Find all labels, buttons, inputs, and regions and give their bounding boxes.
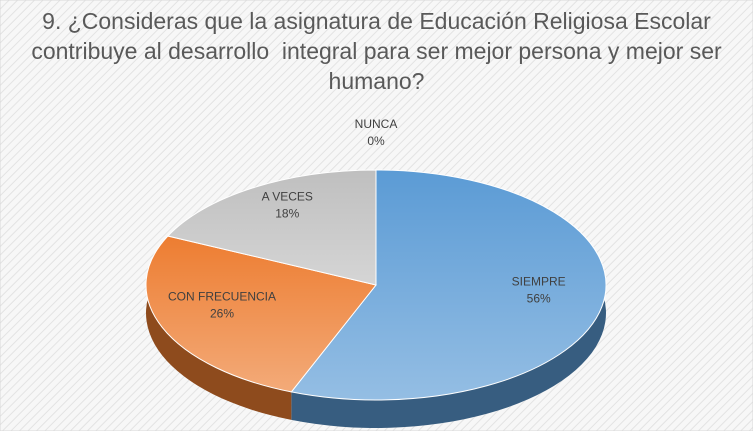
slice-side bbox=[291, 170, 607, 429]
slice-label: CON FRECUENCIA bbox=[168, 290, 276, 304]
slice-value-label: 0% bbox=[367, 134, 385, 148]
slice-side bbox=[145, 236, 292, 420]
slice-label: SIEMPRE bbox=[512, 275, 566, 289]
chart-title: 9. ¿Consideras que la asignatura de Educ… bbox=[31, 8, 729, 94]
slice-label: A VECES bbox=[262, 189, 313, 203]
slice-shade bbox=[291, 170, 606, 401]
slice-label: NUNCA bbox=[355, 117, 398, 131]
slice-shade bbox=[167, 170, 376, 285]
slice-shade bbox=[145, 236, 376, 392]
slice-value-label: 26% bbox=[210, 307, 234, 321]
slice-value-label: 56% bbox=[527, 292, 551, 306]
slice-value-label: 18% bbox=[275, 206, 299, 220]
